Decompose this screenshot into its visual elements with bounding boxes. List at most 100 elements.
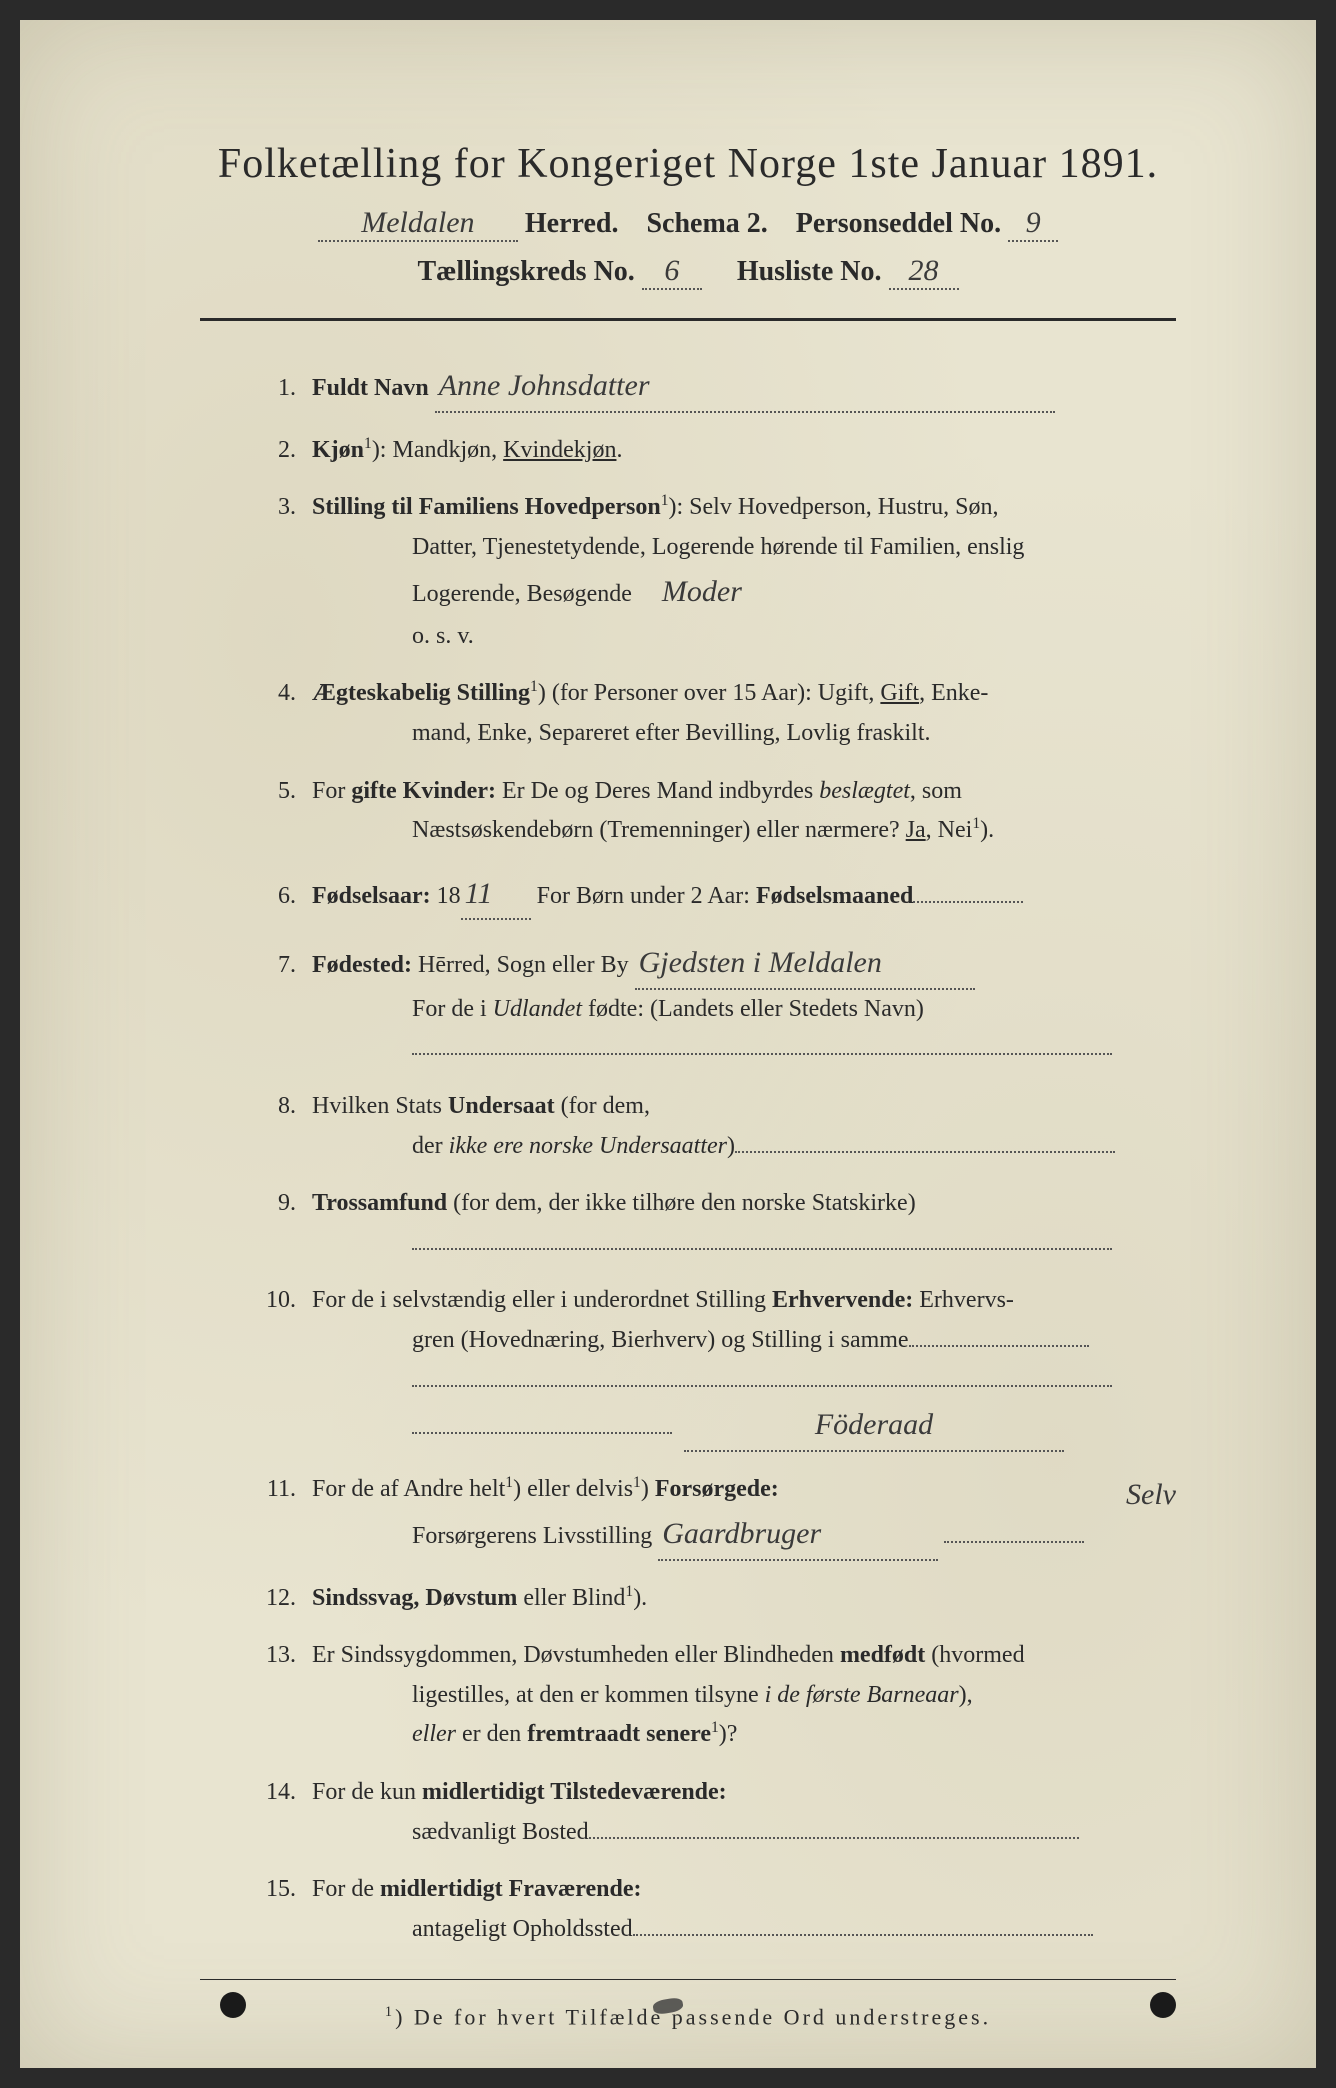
q3-line3a: Logerende, Besøgende <box>412 581 632 607</box>
q3-num: 3. <box>260 488 312 528</box>
q11-text1: For de af Andre helt <box>312 1476 505 1502</box>
q8-text2: (for dem, <box>555 1093 650 1119</box>
q7-fill <box>412 1053 1112 1055</box>
q12-end: ). <box>633 1585 647 1611</box>
q8-text1: Hvilken Stats <box>312 1093 448 1119</box>
q11-sup1: 1 <box>505 1474 513 1491</box>
q6-text2: For Børn under 2 Aar: <box>531 883 756 909</box>
q10-bold: Erhvervende: <box>772 1287 913 1313</box>
q5-italic1: beslægtet <box>819 778 910 804</box>
q3-line2: Datter, Tjenestetydende, Logerende høren… <box>312 528 1176 568</box>
q11-text2: ) eller delvis <box>513 1476 633 1502</box>
q10-num: 10. <box>260 1281 312 1321</box>
q3-line1: ): Selv Hovedperson, Hustru, Søn, <box>669 494 999 520</box>
q5-line2b: , Nei <box>926 817 973 843</box>
q11-num: 11. <box>260 1470 312 1510</box>
kreds-label: Tællingskreds No. <box>417 256 634 287</box>
page-title: Folketælling for Kongeriget Norge 1ste J… <box>200 140 1176 188</box>
q8-num: 8. <box>260 1087 312 1127</box>
q9-bold: Trossamfund <box>312 1190 447 1216</box>
q4-text2: , Enke- <box>919 680 988 706</box>
q5-bold1: gifte Kvinder: <box>351 778 496 804</box>
q10-text1: For de i selvstændig eller i underordnet… <box>312 1287 772 1313</box>
q10-fill1 <box>909 1345 1089 1347</box>
q3-hw: Moder <box>662 575 742 608</box>
q13-line3c: )? <box>719 1721 738 1747</box>
q5-text1: For <box>312 778 351 804</box>
schema-label: Schema 2. <box>646 208 767 239</box>
q13-line3b: er den <box>456 1721 527 1747</box>
census-form-page: Folketælling for Kongeriget Norge 1ste J… <box>20 20 1316 2068</box>
q11-fill <box>944 1541 1084 1543</box>
q2-sup: 1 <box>364 435 372 452</box>
q7-line2a: For de i <box>412 996 493 1022</box>
q2-num: 2. <box>260 431 312 471</box>
q5-text3: , som <box>910 778 962 804</box>
q15-num: 15. <box>260 1870 312 1910</box>
q6-num: 6. <box>260 877 312 917</box>
q15-line2: antageligt Opholdssted <box>412 1916 633 1942</box>
q5-line2c: ). <box>980 817 994 843</box>
q1-row: 1. Fuldt Navn Anne Johnsdatter <box>260 361 1176 413</box>
punch-hole-left <box>220 1992 246 2018</box>
q10-fill3 <box>412 1432 672 1434</box>
q14-line2: sædvanligt Bosted <box>412 1819 589 1845</box>
herred-handwritten: Meldalen <box>318 206 518 242</box>
q13-bold2: fremtraadt senere <box>527 1721 711 1747</box>
q13-text2: (hvormed <box>925 1642 1024 1668</box>
footnote: 1) De for hvert Tilfælde passende Ord un… <box>200 2004 1176 2030</box>
q9-num: 9. <box>260 1184 312 1224</box>
husliste-hw: 28 <box>889 254 959 290</box>
q13-line2a: ligestilles, at den er kommen tilsyne <box>412 1682 765 1708</box>
herred-label: Herred. <box>525 208 619 239</box>
q6-prefix: 18 <box>431 883 461 909</box>
q8-fill <box>735 1151 1115 1153</box>
q7-text1: Hērred, Sogn eller By <box>412 952 629 978</box>
q11-text3: ) <box>641 1476 655 1502</box>
q7-italic: Udlandet <box>493 996 582 1022</box>
q11-hw1: Gaardbruger <box>658 1509 938 1561</box>
q13-text1: Er Sindssygdommen, Døvstumheden eller Bl… <box>312 1642 840 1668</box>
q8-italic: ikke ere norske Undersaatter <box>449 1133 727 1159</box>
q15-text1: For de <box>312 1876 380 1902</box>
q8-bold: Undersaat <box>448 1093 555 1119</box>
q5-text2: Er De og Deres Mand indbyrdes <box>496 778 819 804</box>
q13-line3a: eller <box>412 1721 456 1747</box>
q6-hw: 11 <box>461 869 531 921</box>
q14-fill <box>589 1837 1079 1839</box>
q8-line2a: der <box>412 1133 449 1159</box>
q4-line2: mand, Enke, Separeret efter Bevilling, L… <box>312 714 1176 754</box>
q1-num: 1. <box>260 369 312 409</box>
q10-line2: gren (Hovednæring, Bierhverv) og Stillin… <box>412 1327 909 1353</box>
q13-italic: i de første Barneaar <box>765 1682 959 1708</box>
q7-label: Fødested: <box>312 952 412 978</box>
footnote-text: ) De for hvert Tilfælde passende Ord und… <box>395 2005 991 2030</box>
q6-bold2: Fødselsmaaned <box>756 883 913 909</box>
subtitle-line-2: Tællingskreds No. 6 Husliste No. 28 <box>200 254 1176 290</box>
q10-hw: Föderaad <box>684 1400 1064 1452</box>
personseddel-hw: 9 <box>1008 206 1058 242</box>
q12-text: eller Blind <box>517 1585 625 1611</box>
q13-row: 13. Er Sindssygdommen, Døvstumheden elle… <box>260 1636 1176 1755</box>
q13-line2b: ), <box>959 1682 973 1708</box>
q7-line2b: fødte: (Landets eller Stedets Navn) <box>582 996 924 1022</box>
q6-label: Fødselsaar: <box>312 883 431 909</box>
q6-row: 6. Fødselsaar: 1811 For Børn under 2 Aar… <box>260 869 1176 921</box>
q1-label: Fuldt Navn <box>312 375 429 401</box>
q7-num: 7. <box>260 946 312 986</box>
q4-num: 4. <box>260 674 312 714</box>
q7-hw: Gjedsten i Meldalen <box>635 938 975 990</box>
q14-row: 14. For de kun midlertidigt Tilstedevære… <box>260 1773 1176 1852</box>
q3-line4: o. s. v. <box>312 617 1176 657</box>
q15-fill <box>633 1934 1093 1936</box>
q11-bold: Forsørgede: <box>655 1476 779 1502</box>
q12-row: 12. Sindssvag, Døvstum eller Blind1). <box>260 1579 1176 1619</box>
q11-row: 11. For de af Andre helt1) eller delvis1… <box>260 1470 1176 1561</box>
q10-row: 10. For de i selvstændig eller i underor… <box>260 1281 1176 1451</box>
q2-end: . <box>616 437 622 463</box>
q9-fill <box>412 1248 1112 1250</box>
q4-sup: 1 <box>530 678 538 695</box>
q14-text1: For de kun <box>312 1779 422 1805</box>
q2-underlined: Kvindekjøn <box>503 437 616 463</box>
q3-row: 3. Stilling til Familiens Hovedperson1):… <box>260 488 1176 656</box>
